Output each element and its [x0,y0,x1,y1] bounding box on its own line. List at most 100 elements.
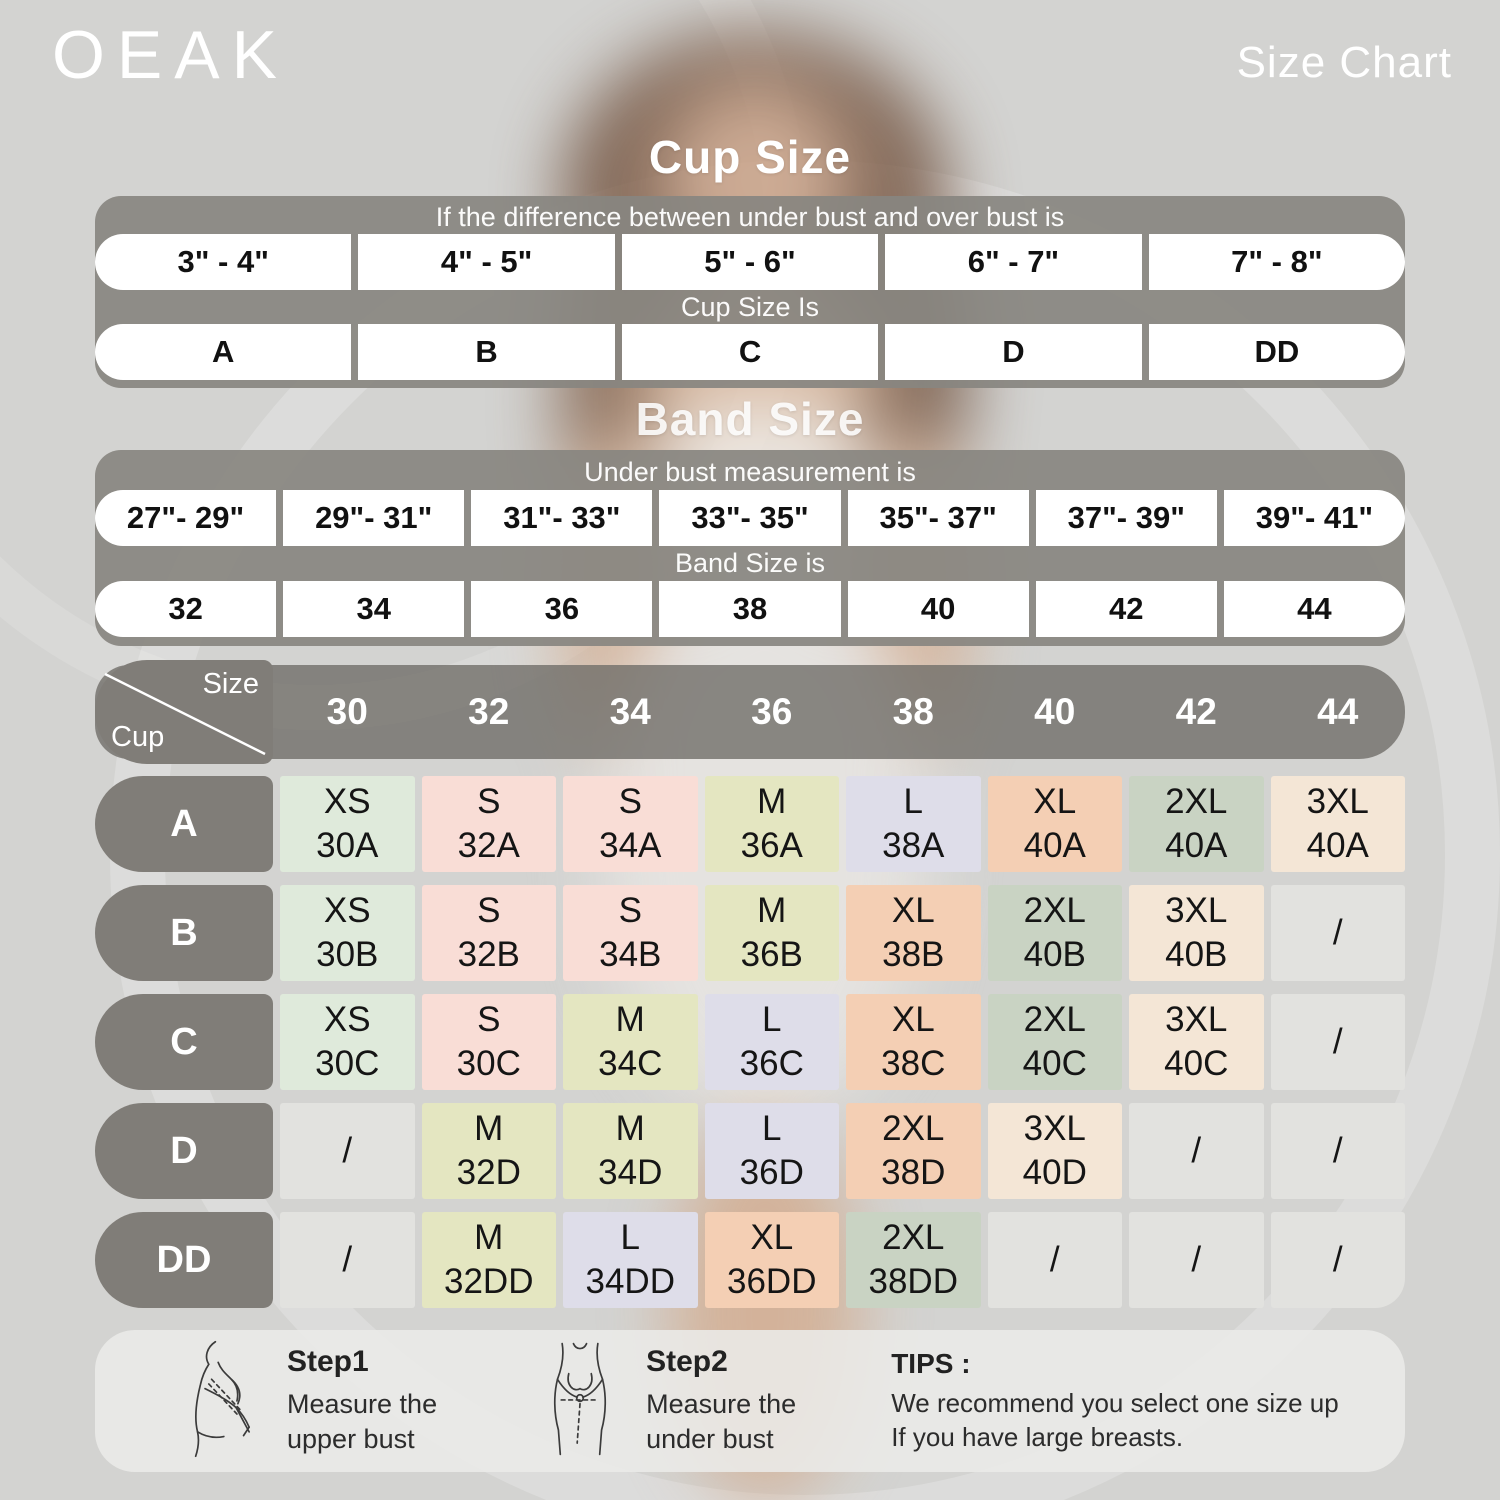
size-cell: 3XL 40D [987,1103,1122,1199]
row-cup-label: C [95,994,273,1090]
size-cell: L 34DD [563,1212,698,1308]
cup-range-row: 3" - 4" 4" - 5" 5" - 6" 6" - 7" 7" - 8" [95,234,1406,290]
matrix-corner-cell: Size Cup [95,660,273,764]
size-cell: / [1270,885,1405,981]
size-cell: S 32A [421,776,556,872]
size-cell: M 34D [563,1103,698,1199]
size-cell: M 36A [704,776,839,872]
cup-letter-row: A B C D DD [95,324,1406,380]
matrix-column-header: 36 [751,691,793,732]
size-cell: 2XL 40C [987,994,1122,1090]
size-cell: / [1129,1103,1264,1199]
size-cell: 2XL 40B [987,885,1122,981]
band-number-cell: 34 [283,581,465,638]
step1-text: Step1 Measure the upper bust [287,1345,438,1454]
matrix-row-d: D / M 32D M 34D L 36D 2XL 38D 3XL 40D / / [95,1103,1405,1199]
size-cell: S 34B [563,885,698,981]
band-number-cell: 42 [1035,581,1217,638]
size-cell: / [280,1103,415,1199]
size-cell: XL 38B [846,885,981,981]
band-number-cell: 38 [659,581,841,638]
matrix-column-header: 44 [1317,691,1359,732]
cup-letter-cell: B [358,324,615,380]
matrix-column-header: 42 [1175,691,1217,732]
cup-range-cell: 7" - 8" [1148,234,1406,290]
size-cell: S 30C [421,994,556,1090]
size-cell: 3XL 40C [1129,994,1264,1090]
diagonal-divider [104,672,266,756]
cup-letter-cell: A [95,324,352,380]
size-cell: 3XL 40B [1129,885,1264,981]
size-cell: 2XL 38DD [846,1212,981,1308]
size-cell: S 34A [563,776,698,872]
corner-size-label: Size [202,668,259,700]
band-number-cell: 44 [1223,581,1405,638]
size-cell: M 36B [704,885,839,981]
size-cell: L 36C [704,994,839,1090]
page-title: Size Chart [1236,38,1452,87]
cup-range-cell: 3" - 4" [95,234,352,290]
step2-text: Step2 Measure the under bust [646,1345,797,1454]
size-cell: / [987,1212,1122,1308]
matrix-row-b: B XS 30B S 32B S 34B M 36B XL 38B 2XL 40B 3XL 4… [95,885,1405,981]
cup-size-panel: If the difference between under bust and… [95,196,1406,388]
size-cell: XS 30A [280,776,415,872]
matrix-column-header: 38 [892,691,934,732]
cup-range-cell: 4" - 5" [358,234,615,290]
size-cell: M 32DD [421,1212,556,1308]
corner-cup-label: Cup [111,721,165,753]
size-cell: S 32B [421,885,556,981]
matrix-column-header: 30 [326,691,368,732]
matrix-column-header: 34 [609,691,651,732]
band-number-cell: 36 [471,581,653,638]
measure-upper-bust-figure-icon [173,1338,269,1465]
matrix-column-header: 32 [468,691,510,732]
brand-logo: OEAK [52,17,289,93]
step1-label: Step1 [287,1345,369,1378]
band-number-cell: 32 [95,581,277,638]
size-cell: 3XL 40A [1270,776,1405,872]
size-cell: / [280,1212,415,1308]
size-cell: M 32D [421,1103,556,1199]
band-range-cell: 39"- 41" [1223,489,1405,546]
band-condition-label: Under bust measurement is [584,456,916,487]
row-cup-label: A [95,776,273,872]
matrix-row-dd: DD / M 32DD L 34DD XL 36DD 2XL 38DD / / / [95,1212,1405,1308]
step2-label: Step2 [646,1345,728,1378]
band-range-cell: 27"- 29" [95,489,277,546]
band-number-cell: 40 [847,581,1029,638]
row-cup-label: DD [95,1212,273,1308]
band-size-panel: Under bust measurement is 27"- 29" 29"- … [95,450,1405,646]
matrix-column-header: 40 [1034,691,1076,732]
size-cell: L 38A [846,776,981,872]
size-matrix: Size Cup 30 32 34 36 38 40 42 44 A XS 30A… [95,660,1405,1321]
row-cup-label: D [95,1103,273,1199]
matrix-row-a: A XS 30A S 32A S 34A M 36A L 38A XL 40A 2XL 40A… [95,776,1405,872]
cup-condition-label: If the difference between under bust and… [435,202,1065,232]
size-cell: XS 30C [280,994,415,1090]
cup-letter-cell: D [885,324,1142,380]
cup-size-title: Cup Size [648,131,852,183]
matrix-row-c: C XS 30C S 30C M 34C L 36C XL 38C 2XL 40C 3XL 4… [95,994,1405,1090]
size-cell: / [1270,994,1405,1090]
cup-result-label: Cup Size Is [680,292,820,322]
tips-block: TIPS : We recommend you select one size … [891,1348,1375,1454]
size-cell: XL 36DD [704,1212,839,1308]
size-cell: / [1270,1212,1405,1308]
size-cell: / [1270,1103,1405,1199]
cup-range-cell: 5" - 6" [621,234,879,290]
size-cell: / [1129,1212,1264,1308]
band-range-cell: 33"- 35" [659,489,841,546]
band-size-title: Band Size [635,393,865,445]
size-cell: L 36D [704,1103,839,1199]
matrix-header-row: Size Cup 30 32 34 36 38 40 42 44 [95,660,1405,764]
measure-under-bust-figure-icon [532,1338,628,1465]
size-cell: XS 30B [280,885,415,981]
band-range-cell: 29"- 31" [283,489,465,546]
measuring-steps-panel: Step1 Measure the upper bust Step2 Measu… [95,1330,1405,1472]
band-number-row: 32 34 36 38 40 42 44 [95,581,1405,638]
size-cell: XL 38C [846,994,981,1090]
tips-label: TIPS : [891,1348,971,1379]
cup-letter-cell: DD [1148,324,1406,380]
